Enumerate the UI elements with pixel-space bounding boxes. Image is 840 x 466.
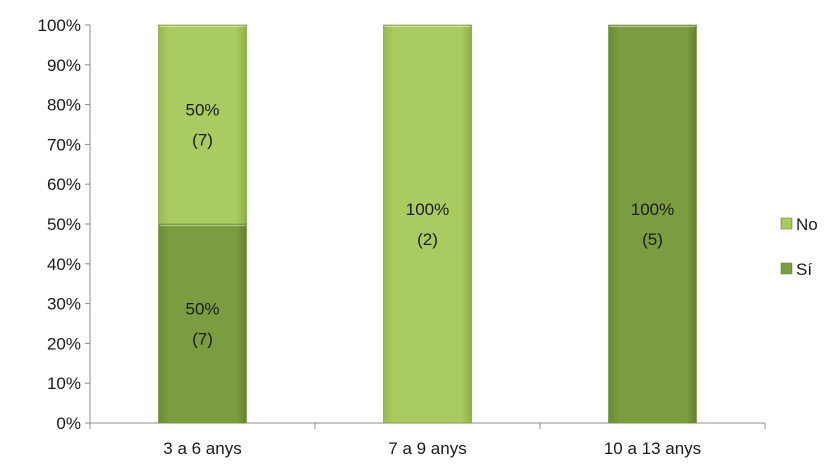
y-tick-label: 20% [47,334,81,353]
y-tick-label: 60% [47,175,81,194]
data-label: 100% [406,200,449,219]
legend-swatch-no [781,218,792,229]
y-tick-label: 80% [47,96,81,115]
y-tick-label: 100% [38,16,81,35]
y-tick-label: 10% [47,374,81,393]
data-label: (7) [192,330,213,349]
data-label: 50% [185,300,219,319]
bar-no-7-a-9-anys [384,25,472,423]
bar-s-10-a-13-anys [609,25,697,423]
bars [159,25,697,423]
y-tick-label: 50% [47,215,81,234]
x-tick-label: 10 a 13 anys [604,439,701,458]
bar-s-3-a-6-anys [159,224,247,423]
legend-label-no: No [796,215,818,234]
data-label: 100% [631,200,674,219]
y-tick-label: 40% [47,255,81,274]
legend-swatch-s [781,263,792,274]
data-label: 50% [185,101,219,120]
y-tick-label: 0% [56,414,81,433]
x-tick-label: 3 a 6 anys [163,439,241,458]
y-tick-label: 70% [47,135,81,154]
y-tick-label: 30% [47,295,81,314]
y-tick-label: 90% [47,56,81,75]
legend: No Sí [781,215,818,279]
bar-no-3-a-6-anys [159,25,247,224]
data-label: (7) [192,131,213,150]
x-tick-label: 7 a 9 anys [388,439,466,458]
data-label: (5) [642,230,663,249]
data-label: (2) [417,230,438,249]
legend-label-s: Sí [796,260,812,279]
